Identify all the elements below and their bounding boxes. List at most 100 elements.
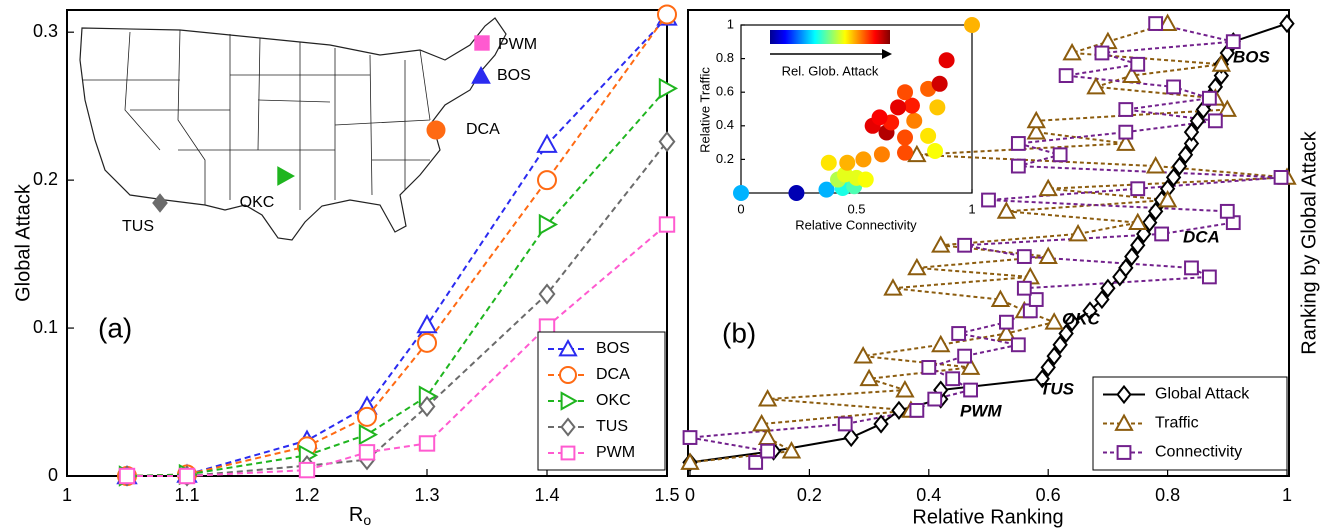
- scatter-point: [890, 99, 907, 116]
- data-point: [853, 346, 873, 364]
- data-point: [1122, 65, 1142, 84]
- data-point: [680, 452, 700, 470]
- data-point: [1157, 189, 1178, 208]
- data-point: [1171, 156, 1188, 176]
- data-point: [1086, 76, 1106, 95]
- map-state-lines: [82, 29, 431, 210]
- y-tick-label: 0.6: [716, 84, 734, 99]
- data-point: [963, 382, 978, 398]
- data-point: [178, 467, 196, 485]
- scatter-point: [931, 75, 948, 92]
- data-point: [416, 314, 438, 334]
- scatter-point: [873, 146, 890, 163]
- map-city-marker: [426, 120, 446, 140]
- data-point: [1279, 13, 1295, 34]
- x-axis-label: Relative Ranking: [912, 506, 1063, 528]
- us-map: [79, 17, 507, 241]
- x-tick-label: 0.2: [797, 485, 822, 505]
- scatter-point: [964, 17, 980, 33]
- map-city-label: DCA: [466, 121, 500, 138]
- y-tick-label: 0.1: [33, 317, 58, 337]
- x-tick-label: 1.5: [654, 485, 679, 505]
- colorbar-arrowhead: [882, 49, 892, 59]
- data-point: [1118, 258, 1134, 278]
- data-point: [1026, 122, 1046, 140]
- data-point: [931, 334, 951, 353]
- data-point: [981, 192, 996, 208]
- data-point: [996, 323, 1017, 341]
- data-point: [873, 414, 889, 434]
- map-city-label: BOS: [497, 67, 531, 84]
- data-point: [1038, 246, 1058, 264]
- data-point: [682, 430, 698, 445]
- data-point: [1034, 369, 1050, 389]
- x-axis-label: Ro: [349, 504, 371, 527]
- data-point: [1165, 167, 1182, 187]
- data-point: [657, 4, 677, 25]
- panel-a-frame: [66, 9, 668, 477]
- x-tick-label: 0.6: [1036, 485, 1061, 505]
- data-point: [1189, 111, 1206, 131]
- y-axis-label: Global Attack: [12, 183, 34, 302]
- data-point: [927, 391, 943, 407]
- y-tick-label: 0.2: [716, 151, 734, 166]
- data-point: [658, 216, 676, 233]
- data-point: [1016, 280, 1032, 296]
- data-point: [1062, 42, 1082, 61]
- colorbar: [770, 30, 890, 44]
- annotation: TUS: [1040, 379, 1075, 398]
- data-point: [1064, 312, 1080, 332]
- data-point: [1116, 133, 1136, 151]
- data-point: [921, 360, 937, 375]
- data-point: [1145, 156, 1166, 174]
- x-axis-label-subscript: o: [363, 512, 371, 528]
- data-point: [891, 400, 907, 420]
- data-point: [1010, 337, 1026, 353]
- y-tick-label: 0.2: [33, 169, 58, 189]
- y-axis-label: Ranking by Global Attack: [1298, 130, 1320, 354]
- data-point: [1026, 110, 1046, 129]
- data-point: [1217, 99, 1237, 117]
- scatter-point: [818, 181, 835, 198]
- data-point: [931, 235, 951, 253]
- legend-marker: [560, 417, 576, 437]
- map-city-marker: [474, 35, 490, 51]
- legend-label: TUS: [596, 418, 628, 435]
- data-point: [1157, 13, 1178, 31]
- legend-label: Global Attack: [1155, 386, 1250, 403]
- annotation: BOS: [1233, 47, 1271, 66]
- data-point: [1094, 45, 1110, 61]
- x-tick-label: 0: [737, 201, 744, 216]
- scatter-point: [897, 84, 914, 101]
- data-point: [1201, 90, 1217, 106]
- data-point: [837, 416, 853, 432]
- data-point: [658, 77, 679, 100]
- legend-label: Traffic: [1155, 415, 1199, 432]
- data-point: [1207, 113, 1223, 129]
- x-tick-label: 0.5: [847, 201, 865, 216]
- x-axis-label-main: R: [349, 504, 363, 526]
- data-point: [1010, 158, 1026, 174]
- data-point: [751, 413, 772, 432]
- y-tick-label: 0.4: [716, 117, 734, 132]
- data-point: [536, 133, 558, 153]
- data-point: [1040, 357, 1056, 378]
- data-point: [1177, 145, 1194, 165]
- data-point: [1183, 133, 1200, 154]
- y-tick-label: 1: [727, 16, 734, 31]
- scatter-point: [855, 151, 872, 168]
- data-point: [1124, 246, 1140, 267]
- data-point: [945, 371, 961, 387]
- data-point: [357, 406, 377, 427]
- legend-label: DCA: [596, 366, 630, 383]
- y-tick-label: 0: [48, 465, 58, 485]
- scatter-point: [920, 127, 937, 144]
- scatter-point: [897, 129, 914, 146]
- data-point: [1130, 235, 1146, 255]
- data-point: [118, 467, 136, 485]
- scatter-point: [871, 109, 888, 126]
- data-point: [1082, 301, 1098, 321]
- panel-label: (b): [722, 317, 756, 348]
- data-point: [1100, 278, 1116, 298]
- data-point: [996, 201, 1017, 219]
